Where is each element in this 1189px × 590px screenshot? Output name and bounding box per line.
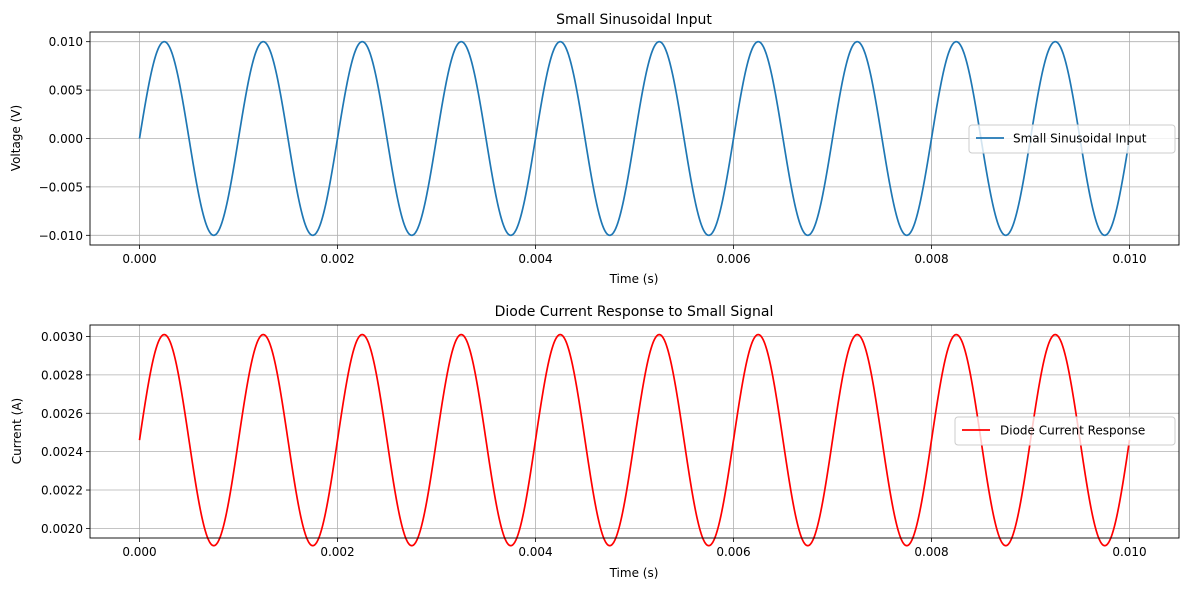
y-tick-label: 0.0020 [41, 522, 83, 536]
x-tick-label: 0.000 [122, 545, 156, 559]
y-tick-label: 0.0024 [41, 445, 83, 459]
y-tick-label: 0.005 [49, 84, 83, 98]
x-tick-label: 0.008 [914, 252, 948, 266]
ticks: 0.000 0.002 0.004 0.006 0.008 0.010 0.0020 0.00… [41, 330, 1147, 559]
legend-label: Diode Current Response [1000, 424, 1145, 438]
plot-frame [89, 324, 1180, 539]
x-tick-label: 0.010 [1112, 545, 1146, 559]
y-tick-label: 0.0030 [41, 330, 83, 344]
series-line-0 [138, 40, 1131, 237]
grid [90, 325, 1179, 538]
legend: Small Sinusoidal Input [968, 124, 1176, 154]
legend-label: Small Sinusoidal Input [1013, 132, 1147, 146]
legend: Diode Current Response [954, 416, 1176, 446]
x-tick-label: 0.010 [1112, 252, 1146, 266]
x-tick-label: 0.004 [518, 545, 552, 559]
plot-title: Small Sinusoidal Input [556, 12, 712, 28]
series-line-0 [138, 333, 1131, 547]
series-group [138, 333, 1131, 547]
legend-box [954, 416, 1176, 446]
y-axis-label: Voltage (V) [9, 105, 23, 171]
x-tick-label: 0.004 [518, 252, 552, 266]
ticks: 0.000 0.002 0.004 0.006 0.008 0.010 −0.010 −0.0… [39, 35, 1147, 266]
x-tick-label: 0.008 [914, 545, 948, 559]
subplot-current: Diode Current Response to Small Signal T… [10, 304, 1180, 580]
y-tick-label: −0.010 [39, 229, 83, 243]
x-tick-label: 0.002 [320, 252, 354, 266]
y-tick-label: 0.010 [49, 35, 83, 49]
x-axis-label: Time (s) [609, 272, 659, 286]
series-group [138, 40, 1131, 237]
x-tick-label: 0.000 [122, 252, 156, 266]
y-tick-label: −0.005 [39, 180, 83, 194]
y-tick-label: 0.000 [49, 132, 83, 146]
subplot-voltage: Small Sinusoidal Input Time (s) Voltage … [9, 12, 1180, 286]
x-tick-label: 0.002 [320, 545, 354, 559]
legend-box [968, 124, 1176, 154]
y-tick-label: 0.0022 [41, 484, 83, 498]
x-axis-label: Time (s) [609, 566, 659, 580]
y-axis-label: Current (A) [10, 398, 24, 464]
x-tick-label: 0.006 [716, 545, 750, 559]
plot-title: Diode Current Response to Small Signal [495, 304, 774, 320]
x-tick-label: 0.006 [716, 252, 750, 266]
y-tick-label: 0.0026 [41, 407, 83, 421]
y-tick-label: 0.0028 [41, 368, 83, 382]
